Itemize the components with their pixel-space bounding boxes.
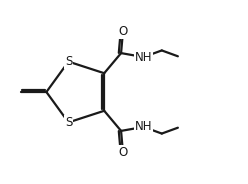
Text: S: S: [65, 116, 72, 129]
Text: NH: NH: [135, 121, 152, 133]
Text: S: S: [65, 55, 72, 68]
Text: NH: NH: [135, 51, 152, 63]
Text: O: O: [118, 25, 127, 38]
Text: O: O: [118, 146, 127, 159]
